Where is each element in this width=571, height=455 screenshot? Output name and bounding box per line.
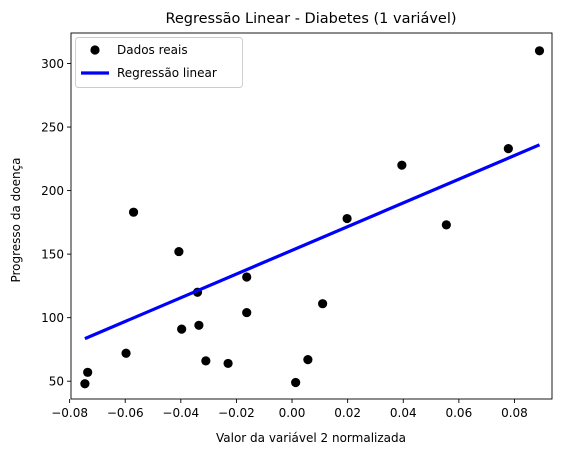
axes: −0.08 −0.06 −0.04 −0.02 0.00 0.02 0.04 0.06 0.08…	[41, 32, 553, 420]
legend-box	[75, 37, 243, 88]
data-point-10	[223, 358, 233, 369]
y-tick-label: 150	[41, 247, 64, 261]
data-point-15	[318, 299, 328, 309]
x-tick-label: −0.02	[218, 406, 255, 420]
x-tick-label: 0.00	[279, 406, 306, 420]
data-point-4	[128, 207, 139, 217]
legend-marker-dados-reais	[90, 45, 100, 55]
regression-line	[84, 143, 541, 341]
x-tick-label: 0.04	[390, 406, 417, 420]
y-tick-label: 200	[41, 184, 64, 198]
data-point-18	[441, 220, 451, 230]
data-point-17	[397, 160, 407, 170]
data-point-9	[201, 356, 211, 366]
legend-label-regressao-linear: Regressão linear	[117, 66, 217, 80]
chart-title: Regressão Linear - Diabetes (1 variável)	[165, 11, 456, 27]
x-tick-label: −0.06	[107, 406, 144, 420]
data-point-3	[121, 348, 131, 358]
y-tick-label: 100	[41, 311, 64, 325]
plot-area	[80, 46, 545, 389]
data-point-16	[342, 213, 352, 224]
data-point-20	[534, 46, 545, 56]
x-tick-label: 0.08	[501, 406, 528, 420]
x-tick-label: −0.04	[162, 406, 199, 420]
x-axis-label: Valor da variável 2 normalizada	[216, 431, 406, 445]
data-point-2	[83, 367, 93, 377]
axes-frame	[70, 32, 553, 400]
data-point-19	[503, 144, 513, 154]
legend-label-dados-reais: Dados reais	[117, 43, 188, 57]
y-axis-label: Progresso da doença	[9, 157, 23, 282]
y-tick-label: 250	[41, 120, 64, 134]
y-tick-label: 300	[41, 57, 64, 71]
data-point-13	[291, 377, 301, 388]
data-point-5	[174, 246, 184, 257]
data-point-1	[80, 379, 90, 389]
data-point-6	[177, 324, 187, 334]
y-tick-label: 50	[49, 375, 64, 389]
data-point-14	[303, 355, 313, 365]
data-point-11	[242, 272, 252, 282]
x-tick-label: −0.08	[51, 406, 88, 420]
x-tick-label: 0.06	[445, 406, 472, 420]
data-point-8	[194, 320, 204, 330]
x-tick-label: 0.02	[334, 406, 361, 420]
data-point-12	[242, 307, 252, 318]
legend: Dados reais Regressão linear	[75, 37, 243, 88]
